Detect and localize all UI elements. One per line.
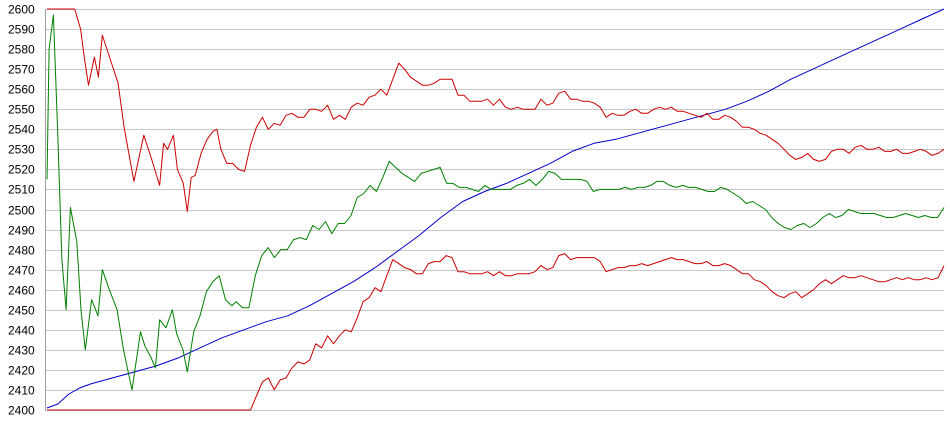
y-tick-label: 2460 [8, 284, 35, 298]
y-tick-label: 2430 [8, 344, 35, 358]
grid [45, 9, 944, 411]
y-tick-label: 2400 [8, 404, 35, 418]
y-tick-label: 2470 [8, 264, 35, 278]
y-tick-label: 2480 [8, 244, 35, 258]
y-tick-label: 2450 [8, 304, 35, 318]
y-tick-label: 2500 [8, 204, 35, 218]
series-line-1 [46, 14, 945, 391]
y-tick-label: 2590 [8, 23, 35, 37]
y-tick-label: 2440 [8, 324, 35, 338]
y-tick-labels: 2400 2410 2420 2430 2440 2450 2460 2470 2480 2490… [8, 3, 35, 418]
y-tick-label: 2410 [8, 384, 35, 398]
y-tick-label: 2530 [8, 143, 35, 157]
y-tick-label: 2600 [8, 3, 35, 17]
series-line-2 [47, 8, 945, 212]
series-line-0 [46, 8, 945, 409]
y-tick-label: 2570 [8, 63, 35, 77]
y-tick-label: 2580 [8, 43, 35, 57]
series-lines [46, 8, 945, 411]
y-tick-label: 2560 [8, 83, 35, 97]
series-line-3 [47, 253, 945, 411]
y-tick-label: 2520 [8, 163, 35, 177]
y-tick-label: 2540 [8, 123, 35, 137]
y-tick-label: 2550 [8, 103, 35, 117]
y-tick-label: 2420 [8, 364, 35, 378]
y-tick-label: 2510 [8, 183, 35, 197]
y-tick-label: 2490 [8, 224, 35, 238]
